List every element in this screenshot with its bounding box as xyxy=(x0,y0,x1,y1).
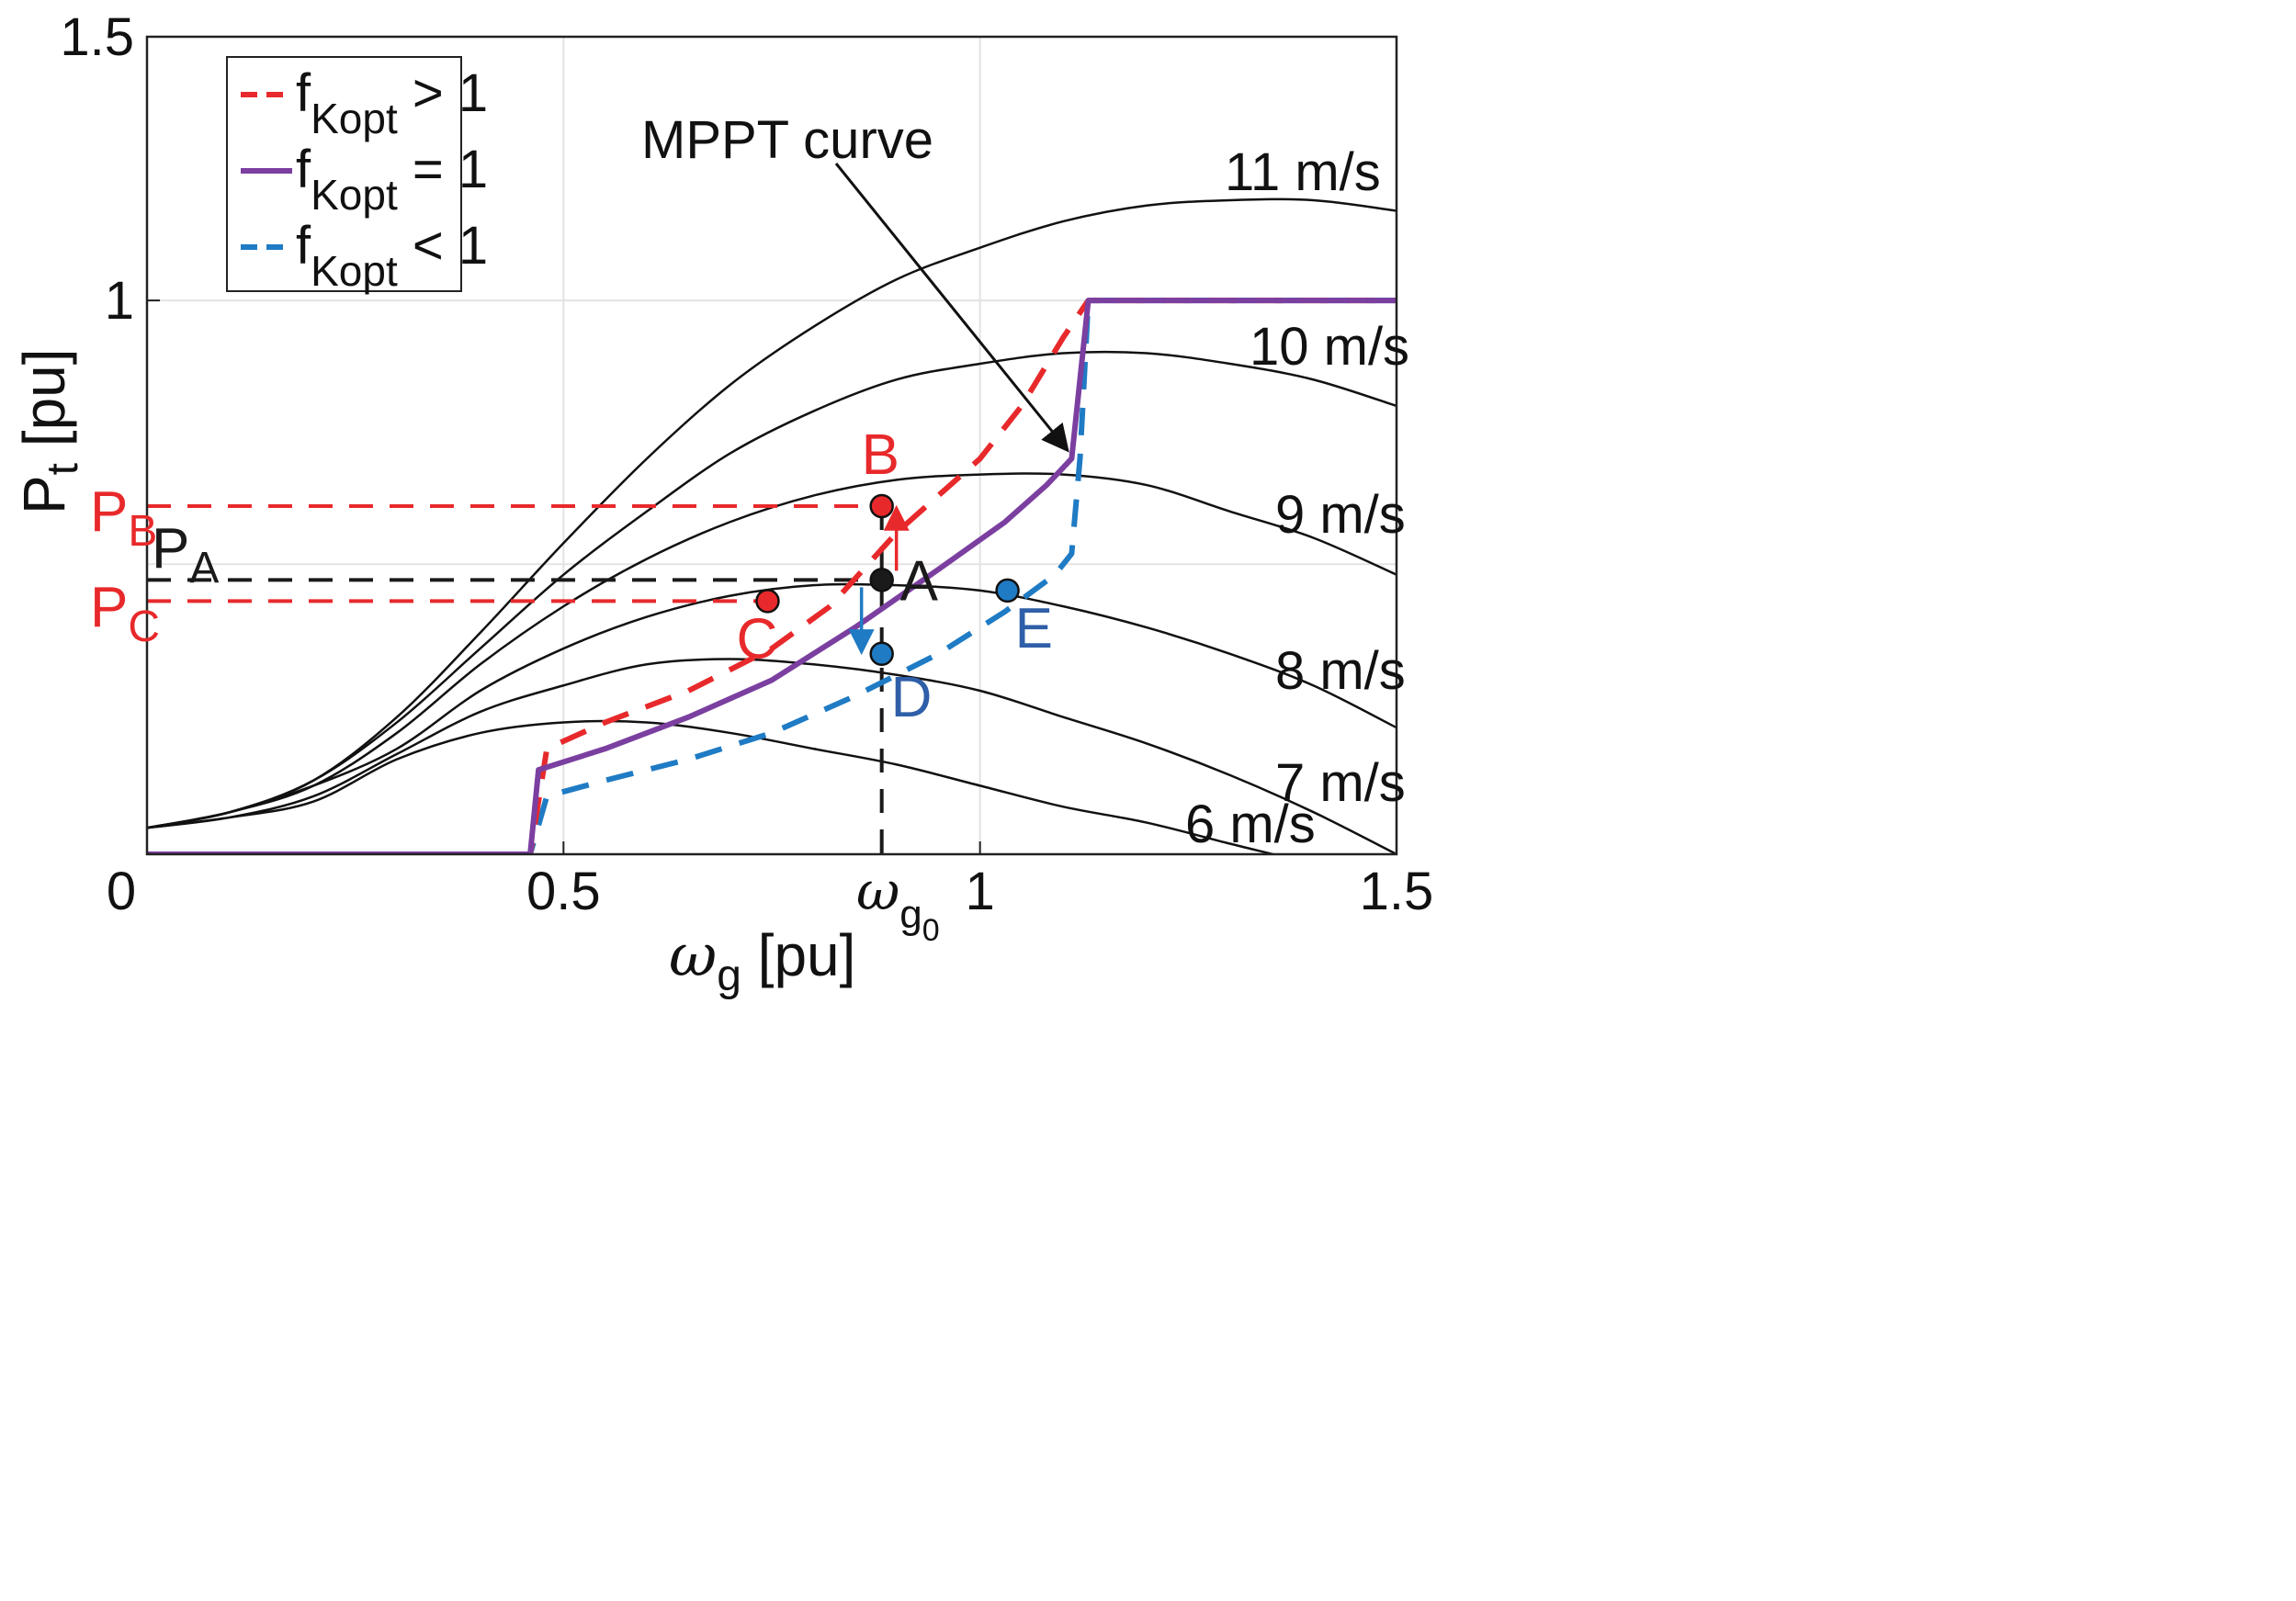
mppt-annotation: MPPT curve xyxy=(641,110,1069,453)
wind-speed-label: 8 m/s xyxy=(1275,641,1406,701)
ref-label-P_C: PC xyxy=(90,576,160,651)
point-label-E: E xyxy=(1015,597,1053,660)
point-label-D: D xyxy=(891,666,933,729)
point-label-A: A xyxy=(900,549,939,613)
plot-frame xyxy=(145,35,1398,856)
legend-label-gt1: fKopt > 1 xyxy=(296,63,488,142)
x-tick-label: 1 xyxy=(966,862,995,921)
point-E xyxy=(995,578,1020,603)
series-line-lt1 xyxy=(147,298,1397,854)
point-D xyxy=(869,641,894,667)
annotation-arrow xyxy=(834,163,1069,453)
x-axis-label: ωg [pu] xyxy=(669,922,855,1000)
y-tick-label: 1.5 xyxy=(60,7,134,67)
x-tick-label: 0.5 xyxy=(526,862,601,921)
series-line-eq1 xyxy=(147,298,1397,854)
series-line-gt1 xyxy=(147,298,1397,854)
ref-label-P_A: PA xyxy=(152,517,219,592)
point-A xyxy=(869,568,894,592)
point-label-C: C xyxy=(736,607,777,671)
y-axis-label: Pt [pu] xyxy=(11,348,87,514)
wind-speed-label: 7 m/s xyxy=(1275,753,1406,813)
legend-label-lt1: fKopt < 1 xyxy=(296,216,488,295)
point-C xyxy=(755,589,780,614)
operating-point-labels: AB C D E xyxy=(736,423,1052,729)
wind-speed-labels: 6 m/s7 m/s 8 m/s 9 m/s 10 m/s 11 m/s xyxy=(1185,142,1409,854)
x-tick-label: 1.5 xyxy=(1360,862,1434,921)
wind-speed-label: 9 m/s xyxy=(1275,485,1406,545)
point-B xyxy=(869,493,894,519)
omega-g0-tick-label: ωg0 xyxy=(856,860,940,948)
legend-box xyxy=(226,56,462,292)
wind-curve-10ms xyxy=(147,350,1397,829)
wind-curve-11ms xyxy=(147,197,1397,829)
ref-label-P_B: PB xyxy=(90,480,157,556)
point-label-B: B xyxy=(862,423,899,487)
annotation-text: MPPT curve xyxy=(641,110,933,170)
wind-curve-6ms xyxy=(147,719,1278,854)
wind-speed-label: 6 m/s xyxy=(1185,795,1316,854)
mppt-series xyxy=(147,298,1397,854)
y-tick-label: 1 xyxy=(105,271,134,331)
wind-curve-7ms xyxy=(147,658,1397,854)
wind-curve-9ms xyxy=(147,472,1397,829)
operating-points xyxy=(755,493,1020,667)
legend-label-eq1: fKopt = 1 xyxy=(296,140,488,219)
axis-ticks: 0 0.5 1 1.5 1.5 1 ωg0 xyxy=(60,7,1433,948)
wind-speed-label: 11 m/s xyxy=(1225,142,1381,202)
wind-speed-label: 10 m/s xyxy=(1250,317,1409,377)
x-tick-label: 0 xyxy=(107,862,136,921)
